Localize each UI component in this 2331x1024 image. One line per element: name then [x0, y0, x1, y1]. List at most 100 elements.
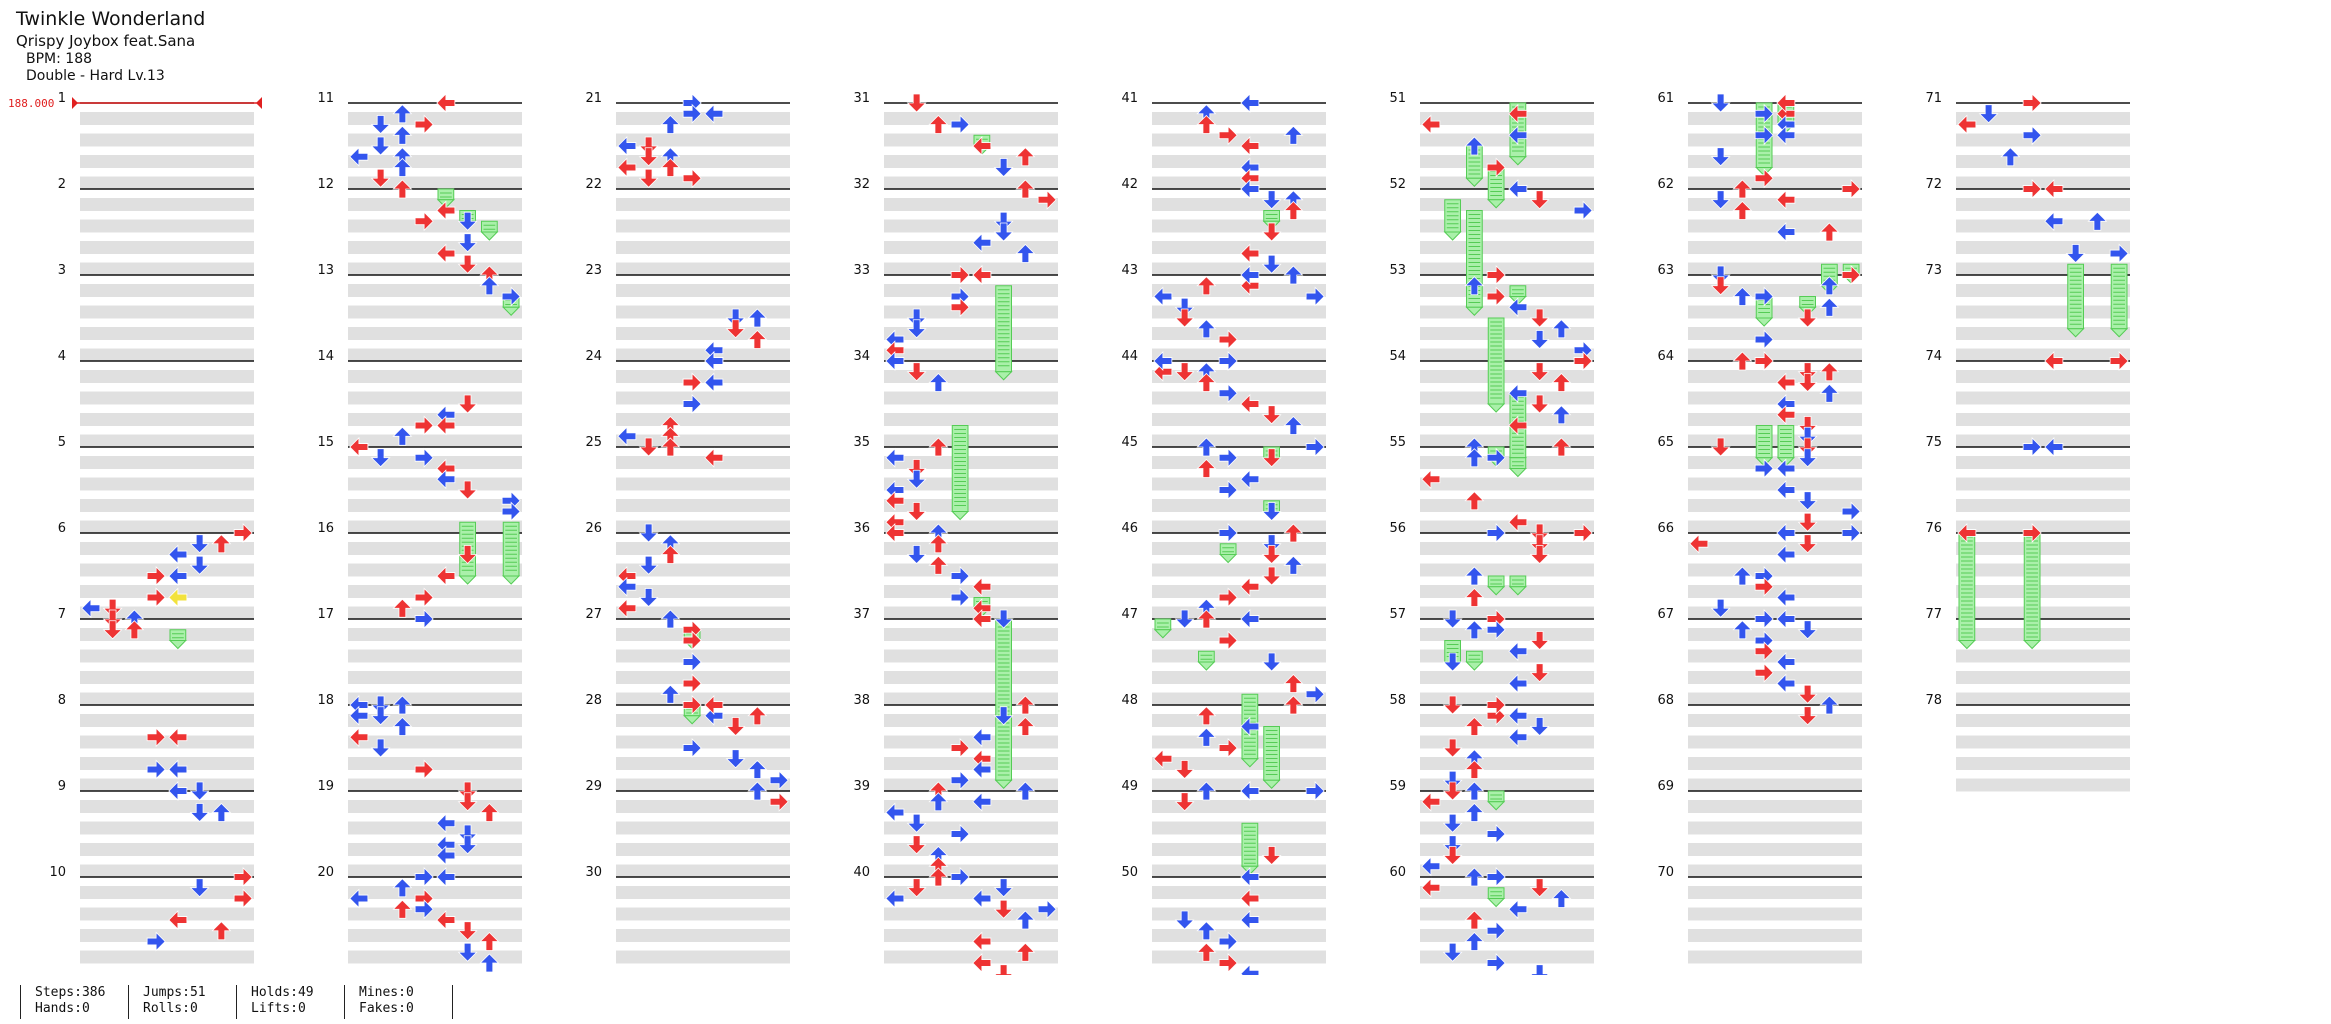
right-arrow-icon — [769, 791, 789, 812]
down-arrow-icon — [1529, 534, 1550, 554]
beat-band — [348, 671, 522, 684]
step-chart: 1234567891011121314151617181920212223242… — [8, 91, 2130, 975]
down-arrow-icon — [725, 319, 746, 339]
right-arrow-icon — [233, 523, 253, 543]
down-arrow-icon — [370, 695, 391, 715]
measure-number: 62 — [1657, 177, 1674, 192]
measure-number: 5 — [58, 435, 66, 450]
beat-band — [348, 262, 522, 276]
beat-band — [80, 606, 254, 620]
right-arrow-icon — [1841, 265, 1861, 285]
beat-band — [1688, 950, 1862, 964]
beat-band — [1956, 606, 2130, 620]
left-arrow-icon — [1508, 297, 1528, 318]
beat-band — [1420, 391, 1594, 405]
beat-band — [884, 542, 1058, 555]
beat-band — [1688, 499, 1862, 512]
beat-band — [1688, 262, 1862, 276]
beat-band — [348, 499, 522, 512]
beat-band — [616, 886, 790, 899]
up-arrow-icon — [1015, 695, 1036, 715]
down-arrow-icon — [457, 394, 478, 414]
right-arrow-icon — [1218, 931, 1238, 952]
beat-band — [348, 757, 522, 770]
stat-holds: Holds:49 — [251, 985, 314, 1000]
left-arrow-icon — [1776, 652, 1796, 672]
beat-band — [348, 241, 522, 254]
left-arrow-icon — [1421, 877, 1441, 898]
beat-band — [80, 778, 254, 792]
hold-body — [169, 629, 187, 641]
down-arrow-icon — [189, 781, 210, 801]
hold-tail — [2110, 328, 2129, 338]
beat-band — [1420, 327, 1594, 340]
beat-band — [1152, 155, 1326, 168]
left-arrow-icon — [1776, 93, 1796, 113]
down-arrow-icon — [457, 835, 478, 855]
right-arrow-icon — [1218, 329, 1238, 350]
song-artist: Qrispy Joybox feat.Sana — [16, 31, 196, 50]
beat-band — [1420, 520, 1594, 534]
beat-band — [80, 391, 254, 405]
beat-band — [1152, 348, 1326, 362]
down-arrow-icon — [1174, 609, 1195, 629]
measure-number: 22 — [585, 177, 602, 192]
right-arrow-icon — [1486, 920, 1506, 941]
beat-band — [616, 176, 790, 190]
beat-band — [1152, 370, 1326, 383]
beat-band — [1956, 155, 2130, 168]
beat-band — [616, 542, 790, 555]
up-arrow-icon — [1196, 727, 1217, 747]
beat-band — [1688, 133, 1862, 147]
left-arrow-icon — [168, 544, 188, 565]
beat-band — [884, 112, 1058, 125]
up-arrow-icon — [1015, 910, 1036, 930]
beat-band — [1152, 413, 1326, 426]
right-arrow-icon — [682, 103, 702, 124]
right-arrow-icon — [414, 114, 434, 135]
up-arrow-icon — [1732, 620, 1753, 640]
measure-number: 34 — [853, 349, 870, 364]
beat-band — [616, 219, 790, 233]
down-arrow-icon — [906, 469, 927, 489]
hold-body — [1487, 790, 1505, 803]
beat-band — [1420, 735, 1594, 749]
down-arrow-icon — [1529, 362, 1550, 382]
beat-band — [1956, 692, 2130, 706]
beat-band — [884, 714, 1058, 727]
down-arrow-icon — [993, 211, 1014, 231]
beat-band — [616, 327, 790, 340]
hold-tail — [1487, 199, 1506, 209]
up-arrow-icon — [1551, 405, 1572, 425]
measure-number: 39 — [853, 779, 870, 794]
beat-band — [616, 348, 790, 362]
down-arrow-icon — [1174, 362, 1195, 382]
up-arrow-icon — [660, 609, 681, 629]
beat-band — [1152, 176, 1326, 190]
beat-band — [348, 800, 522, 813]
left-arrow-icon — [1776, 673, 1796, 694]
beat-band — [1956, 434, 2130, 448]
right-arrow-icon — [2022, 523, 2042, 543]
right-arrow-icon — [146, 566, 166, 586]
beat-band — [1688, 348, 1862, 362]
stats-group-jumps: Jumps:51 Rolls:0 — [128, 985, 206, 1019]
right-arrow-icon — [1218, 125, 1238, 146]
beat-band — [348, 692, 522, 706]
song-title: Twinkle Wonderland — [16, 8, 206, 30]
down-arrow-icon — [189, 878, 210, 898]
left-arrow-icon — [1153, 748, 1173, 769]
up-arrow-icon — [1732, 351, 1753, 371]
beat-band — [80, 477, 254, 491]
measure-number: 16 — [317, 521, 334, 536]
beat-band — [1956, 563, 2130, 577]
hold-tail — [1465, 177, 1484, 187]
up-arrow-icon — [1732, 566, 1753, 586]
beat-band — [1688, 391, 1862, 405]
left-arrow-icon — [1508, 512, 1528, 533]
right-arrow-icon — [414, 867, 434, 887]
beat-band — [1956, 714, 2130, 727]
down-arrow-icon — [1797, 534, 1818, 554]
right-arrow-icon — [950, 297, 970, 318]
down-arrow-icon — [1261, 190, 1282, 210]
